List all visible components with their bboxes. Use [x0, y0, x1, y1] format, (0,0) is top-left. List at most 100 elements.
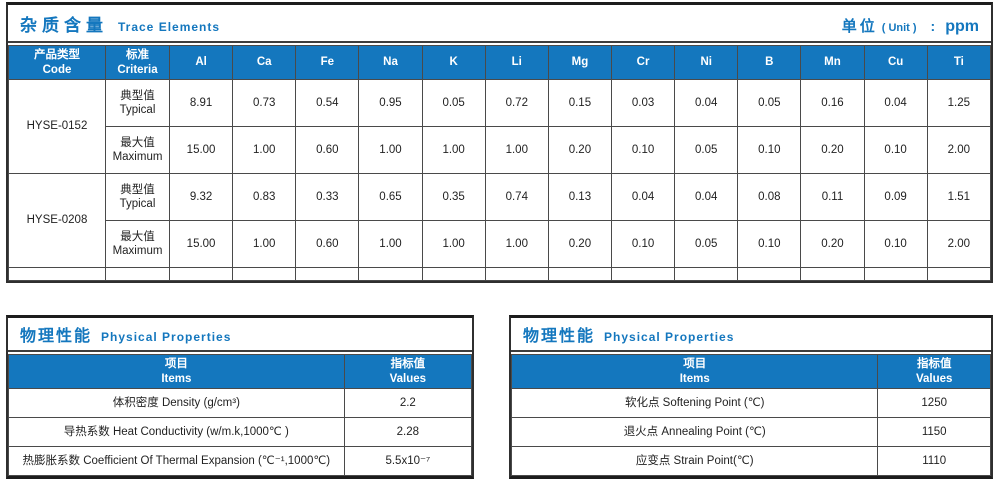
- criteria-en: Typical: [119, 104, 156, 116]
- element-value-cell: 0.74: [484, 173, 549, 221]
- col-header-element: Ti: [926, 45, 992, 80]
- col-header-element: Cr: [610, 45, 676, 80]
- col-header-items: 项目 Items: [8, 354, 345, 389]
- element-value-cell: 0.73: [232, 79, 297, 127]
- property-item-cell: 应变点 Strain Point(℃): [510, 446, 879, 476]
- col-header-element: Ca: [232, 45, 297, 80]
- trace-elements-table: 产品类型 Code 标准 Criteria Al Ca Fe Na K Li M…: [8, 45, 992, 281]
- element-value-cell: 9.32: [168, 173, 234, 221]
- product-code-cell: HYSE-0208: [8, 173, 106, 268]
- element-value-cell: 1.00: [232, 220, 297, 268]
- col-header-items-en: Items: [161, 372, 192, 385]
- element-value-cell: 0.60: [295, 126, 360, 174]
- element-value-cell: 0.95: [358, 79, 423, 127]
- physical-left-header-row: 项目 Items 指标值 Values: [8, 354, 473, 389]
- element-value-cell: 0.13: [547, 173, 612, 221]
- criteria-cell: 最大值 Maximum: [105, 220, 170, 268]
- col-header-criteria-en: Criteria: [117, 63, 158, 76]
- col-header-items-cn: 项目: [683, 358, 707, 371]
- table-row: 退火点 Annealing Point (℃) 1150: [510, 417, 991, 447]
- element-value-cell: 0.10: [610, 126, 676, 174]
- col-header-element: Li: [484, 45, 549, 80]
- table-row: 应变点 Strain Point(℃) 1110: [510, 446, 991, 476]
- empty-cell: [547, 267, 612, 281]
- element-value-cell: 1.00: [358, 126, 423, 174]
- element-value-cell: 0.10: [737, 126, 802, 174]
- physical-left-title-en: Physical Properties: [101, 330, 232, 344]
- physical-left-header: 物理性能 Physical Properties: [8, 318, 472, 352]
- element-value-cell: 1.00: [421, 126, 486, 174]
- element-value-cell: 1.00: [358, 220, 423, 268]
- col-header-values-cn: 指标值: [390, 358, 426, 371]
- property-value-cell: 5.5x10⁻⁷: [343, 446, 473, 476]
- element-value-cell: 0.10: [863, 126, 928, 174]
- col-header-element: Mn: [800, 45, 865, 80]
- col-header-element: Al: [168, 45, 234, 80]
- element-value-cell: 0.20: [547, 126, 612, 174]
- element-value-cell: 0.09: [863, 173, 928, 221]
- empty-cell: [610, 267, 676, 281]
- element-value-cell: 0.16: [800, 79, 865, 127]
- element-value-cell: 0.65: [358, 173, 423, 221]
- unit-label: 单位 ( Unit ) : ppm: [842, 15, 979, 36]
- element-value-cell: 2.00: [926, 220, 992, 268]
- table-row: 体积密度 Density (g/cm³) 2.2: [8, 388, 473, 418]
- empty-cell: [232, 267, 297, 281]
- col-header-element: Na: [358, 45, 423, 80]
- trace-header-row: 产品类型 Code 标准 Criteria Al Ca Fe Na K Li M…: [8, 45, 992, 80]
- physical-left-title-cn: 物理性能: [20, 328, 93, 345]
- col-header-values: 指标值 Values: [877, 354, 991, 389]
- trace-title-en: Trace Elements: [118, 20, 221, 34]
- col-header-values-en: Values: [915, 372, 953, 385]
- table-row: 软化点 Softening Point (℃) 1250: [510, 388, 991, 418]
- element-value-cell: 0.08: [737, 173, 802, 221]
- col-header-element: B: [737, 45, 802, 80]
- element-value-cell: 0.03: [610, 79, 676, 127]
- property-value-cell: 1250: [877, 388, 991, 418]
- element-value-cell: 15.00: [168, 220, 234, 268]
- element-value-cell: 0.20: [800, 126, 865, 174]
- criteria-cell: 最大值 Maximum: [105, 126, 170, 174]
- table-row: 导热系数 Heat Conductivity (w/m.k,1000℃ ) 2.…: [8, 417, 473, 447]
- physical-properties-section-right: 物理性能 Physical Properties 项目 Items 指标值 Va…: [509, 315, 993, 479]
- physical-right-title-en: Physical Properties: [604, 330, 735, 344]
- element-value-cell: 0.15: [547, 79, 612, 127]
- criteria-cn: 最大值: [120, 230, 155, 243]
- col-header-criteria-cn: 标准: [126, 49, 149, 62]
- element-value-cell: 0.04: [674, 173, 739, 221]
- criteria-cell: 典型值 Typical: [105, 79, 170, 127]
- col-header-element: Mg: [547, 45, 612, 80]
- empty-cell: [358, 267, 423, 281]
- physical-properties-section-left: 物理性能 Physical Properties 项目 Items 指标值 Va…: [6, 315, 474, 479]
- physical-left-table: 项目 Items 指标值 Values 体积密度 Density (g/cm³)…: [8, 354, 473, 476]
- physical-right-title-cn: 物理性能: [523, 328, 596, 345]
- col-header-element: Cu: [863, 45, 928, 80]
- element-value-cell: 0.54: [295, 79, 360, 127]
- col-header-code-en: Code: [42, 63, 72, 76]
- col-header-code: 产品类型 Code: [8, 45, 106, 80]
- col-header-code-cn: 产品类型: [34, 49, 80, 62]
- element-value-cell: 1.00: [484, 126, 549, 174]
- empty-cell: [926, 267, 992, 281]
- physical-right-header: 物理性能 Physical Properties: [511, 318, 991, 352]
- element-value-cell: 0.20: [800, 220, 865, 268]
- table-row-0152-typical: HYSE-0152 典型值 Typical 8.91 0.73 0.54 0.9…: [8, 79, 992, 174]
- physical-properties-row: 物理性能 Physical Properties 项目 Items 指标值 Va…: [6, 315, 993, 479]
- col-header-criteria: 标准 Criteria: [105, 45, 170, 80]
- col-header-element: K: [421, 45, 486, 80]
- col-header-items: 项目 Items: [510, 354, 879, 389]
- empty-cell: [168, 267, 234, 281]
- element-value-cell: 0.10: [610, 220, 676, 268]
- trace-title-cn: 杂质含量: [20, 16, 108, 35]
- element-value-cell: 1.00: [484, 220, 549, 268]
- element-value-cell: 0.20: [547, 220, 612, 268]
- unit-label-en: ( Unit ): [881, 22, 917, 34]
- element-value-cell: 0.10: [863, 220, 928, 268]
- table-row-0152-maximum: 最大值 Maximum 15.00 1.00 0.60 1.00 1.00 1.…: [9, 126, 992, 174]
- unit-label-cn: 单位: [841, 18, 878, 35]
- element-value-cell: 1.51: [926, 173, 992, 221]
- product-code-cell: HYSE-0152: [8, 79, 106, 174]
- element-value-cell: 0.60: [295, 220, 360, 268]
- element-value-cell: 2.00: [926, 126, 992, 174]
